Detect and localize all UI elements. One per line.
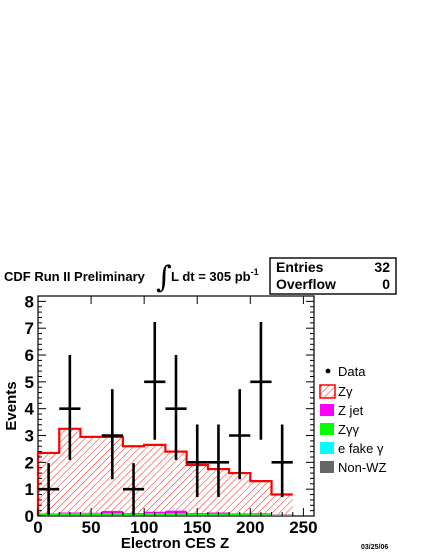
y-tick-label-7: 7 [25, 319, 34, 338]
x-tick-label-200: 200 [236, 518, 264, 537]
axes-layer: 0 50 100 150 200 250 0 1 2 3 4 5 6 7 8 [25, 292, 318, 537]
stack-layer [36, 427, 293, 516]
bar-zgamma-11 [271, 494, 293, 515]
bar-zjet-6 [165, 510, 187, 514]
y-tick-label-2: 2 [25, 453, 34, 472]
y-tick-label-3: 3 [25, 427, 34, 446]
y-tick-label-6: 6 [25, 346, 34, 365]
legend-efake-label: e fake γ [338, 441, 384, 456]
footer-date: 03/25/06 [361, 544, 388, 551]
title-lumi: L dt = 305 pb-1 [171, 267, 259, 284]
x-tick-label-100: 100 [130, 518, 158, 537]
x-tick-label-50: 50 [82, 518, 101, 537]
legend-zgg-label: Zγγ [338, 422, 359, 437]
stats-entries-value: 32 [374, 259, 390, 275]
x-tick-label-0: 0 [33, 518, 42, 537]
legend-zgamma-swatch [319, 384, 336, 399]
legend-nonwz-label: Non-WZ [338, 460, 386, 475]
y-tick-label-4: 4 [25, 400, 35, 419]
bar-zgamma-6 [165, 451, 187, 511]
bar-zgamma-1 [59, 428, 81, 513]
bar-zgamma-10 [250, 481, 272, 514]
integral-sign: ∫ [156, 260, 172, 295]
legend-zjet-swatch [320, 404, 334, 416]
bar-zgamma-5 [144, 444, 166, 512]
legend-efake-swatch [320, 442, 334, 454]
y-tick-label-5: 5 [25, 373, 34, 392]
title-lumi-text: L dt = 305 pb [171, 269, 251, 284]
chart-title: CDF Run II Preliminary [4, 269, 146, 284]
legend: Data Zγ Z jet Zγγ e fake γ Non-WZ [319, 364, 386, 475]
x-axis-label: Electron CES Z [121, 535, 229, 552]
title-prefix: CDF Run II Preliminary [4, 269, 146, 284]
title-lumi-sup: -1 [251, 267, 259, 277]
legend-data-marker [325, 368, 331, 374]
x-tick-label-150: 150 [183, 518, 211, 537]
bar-zgamma-2 [80, 436, 102, 513]
y-tick-label-1: 1 [25, 480, 34, 499]
legend-zgg-swatch [320, 423, 334, 435]
y-tick-label-8: 8 [25, 292, 34, 311]
legend-nonwz-swatch [320, 461, 334, 473]
stats-box: Entries 32 Overflow 0 [269, 257, 397, 295]
data-layer [38, 322, 293, 516]
stats-overflow-value: 0 [382, 276, 390, 292]
bar-zgamma-9 [229, 473, 251, 514]
stats-entries-label: Entries [276, 259, 324, 275]
legend-zgamma-label: Zγ [338, 384, 353, 399]
x-tick-label-250: 250 [289, 518, 317, 537]
stats-box-frame [269, 257, 397, 295]
stack-outline [36, 427, 293, 516]
y-tick-label-0: 0 [25, 507, 34, 526]
legend-data-label: Data [338, 364, 366, 379]
y-axis-label: Events [3, 381, 20, 430]
legend-zjet-label: Z jet [338, 403, 364, 418]
stats-overflow-label: Overflow [276, 276, 336, 292]
